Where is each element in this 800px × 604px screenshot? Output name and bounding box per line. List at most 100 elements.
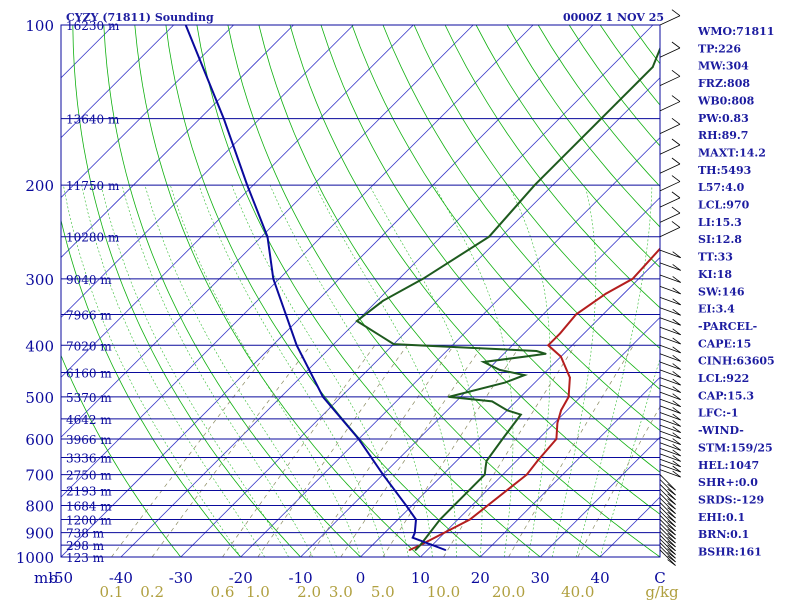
wind-barb-staff — [660, 519, 676, 535]
wind-barb-staff — [660, 336, 681, 344]
mixing-ratio-label: 0.6 — [211, 583, 235, 600]
wind-barb-staff — [660, 515, 676, 531]
parcel-point — [445, 549, 447, 551]
temperature-point — [409, 549, 411, 551]
wind-barb-feather — [673, 471, 681, 477]
pressure-tick-label: 500 — [25, 389, 54, 407]
wind-barb-feather — [673, 364, 681, 370]
index-line: LI:15.3 — [698, 216, 742, 229]
wind-barb-feather — [673, 309, 681, 315]
moist-adiabat-line — [315, 185, 456, 557]
wind-barb-feather — [673, 433, 681, 439]
height-label: 2750 m — [66, 469, 112, 483]
mixing-ratio-label: 2.0 — [297, 583, 321, 600]
wind-barb-staff — [660, 124, 680, 133]
wind-barb-feather — [673, 427, 681, 433]
dewpoint-point — [524, 356, 526, 358]
wind-barb-feather — [672, 118, 680, 124]
temperature-point — [526, 474, 528, 476]
dewpoint-point — [479, 347, 481, 349]
wind-barb-staff — [660, 511, 676, 527]
temperature-tick-label: 30 — [531, 569, 550, 587]
temperature-point — [560, 356, 562, 358]
temperature-point — [559, 333, 561, 335]
dewpoint-point — [524, 374, 526, 376]
index-line: L57:4.0 — [698, 181, 745, 194]
mixing-ratio-label: 1.0 — [246, 583, 270, 600]
moist-adiabat-line — [122, 185, 313, 557]
dewpoint-point — [571, 147, 573, 149]
wind-barb-staff — [660, 354, 681, 362]
temperature-tick-label: 20 — [471, 569, 490, 587]
wind-barb-staff — [660, 378, 681, 386]
index-line: MW:304 — [698, 60, 749, 73]
wind-barb-staff — [660, 507, 676, 523]
wind-barb-staff — [660, 431, 681, 439]
wind-barb-feather — [673, 288, 681, 294]
temperature-point — [469, 519, 471, 521]
dry-adiabat-line — [228, 25, 600, 557]
wind-barb-feather — [672, 96, 680, 102]
wind-barb-feather — [673, 347, 681, 353]
height-label: 3966 m — [66, 433, 112, 447]
wind-barb-feather — [672, 221, 680, 227]
wind-barb-feather — [672, 207, 680, 213]
dewpoint-point — [486, 460, 488, 462]
wind-barb-staff — [660, 48, 680, 57]
moist-adiabat-line — [170, 185, 360, 557]
dewpoint-point — [652, 66, 654, 68]
height-label: 7966 m — [66, 308, 112, 322]
index-line: HEL:1047 — [698, 459, 759, 472]
wind-barb-staff — [660, 523, 676, 539]
wind-barb-feather — [672, 158, 680, 164]
isotherm-line — [121, 25, 653, 557]
mixing-ratio-label: 0.2 — [140, 583, 164, 600]
dewpoint-point — [491, 401, 493, 403]
dewpoint-point — [502, 438, 504, 440]
parcel-point — [322, 396, 324, 398]
index-line: FRZ:808 — [698, 77, 750, 90]
sounding-time: 0000Z 1 NOV 25 — [563, 11, 664, 24]
pressure-tick-label: 300 — [25, 271, 54, 289]
dewpoint-point — [504, 382, 506, 384]
dewpoint-point — [520, 414, 522, 416]
mixing-ratio-label: 40.0 — [561, 583, 594, 600]
mixing-ratio-line — [509, 345, 634, 557]
temperature-point — [662, 245, 664, 247]
wind-barb-staff — [660, 227, 680, 236]
dewpoint-point — [483, 361, 485, 363]
station-title: CYZY (71811) Sounding — [66, 11, 214, 24]
wind-barb-feather — [673, 252, 681, 258]
wind-barb-staff — [660, 345, 681, 353]
parcel-point — [412, 537, 414, 539]
pressure-tick-label: 900 — [25, 525, 54, 543]
height-label: 7020 m — [66, 339, 112, 353]
index-line: LCL:970 — [698, 199, 750, 212]
index-line: PW:0.83 — [698, 112, 749, 125]
dry-adiabat-line — [569, 25, 800, 557]
pressure-tick-label: 600 — [25, 431, 54, 449]
dewpoint-point — [499, 369, 501, 371]
wind-barb-feather — [673, 455, 681, 461]
temperature-point — [632, 278, 634, 280]
temperature-point — [547, 344, 549, 346]
wind-barb-staff — [660, 498, 676, 514]
index-line: TT:33 — [698, 251, 733, 264]
height-label: 1684 m — [66, 499, 112, 513]
wind-barb-staff — [660, 327, 681, 335]
wind-barb-feather — [673, 264, 681, 270]
wind-barb-staff — [660, 250, 681, 258]
dry-adiabat-line — [259, 25, 660, 557]
wind-barb-feather — [668, 489, 676, 495]
height-label: 11750 m — [66, 179, 120, 193]
wind-barbs — [660, 10, 681, 566]
pressure-tick-label: 400 — [25, 337, 54, 355]
moist-adiabat-line — [270, 185, 432, 557]
wind-barb-staff — [660, 198, 680, 207]
dewpoint-point — [393, 343, 395, 345]
pressure-tick-label: 1000 — [16, 549, 54, 567]
wind-barb-feather — [673, 299, 681, 305]
dewpoint-point — [488, 236, 490, 238]
